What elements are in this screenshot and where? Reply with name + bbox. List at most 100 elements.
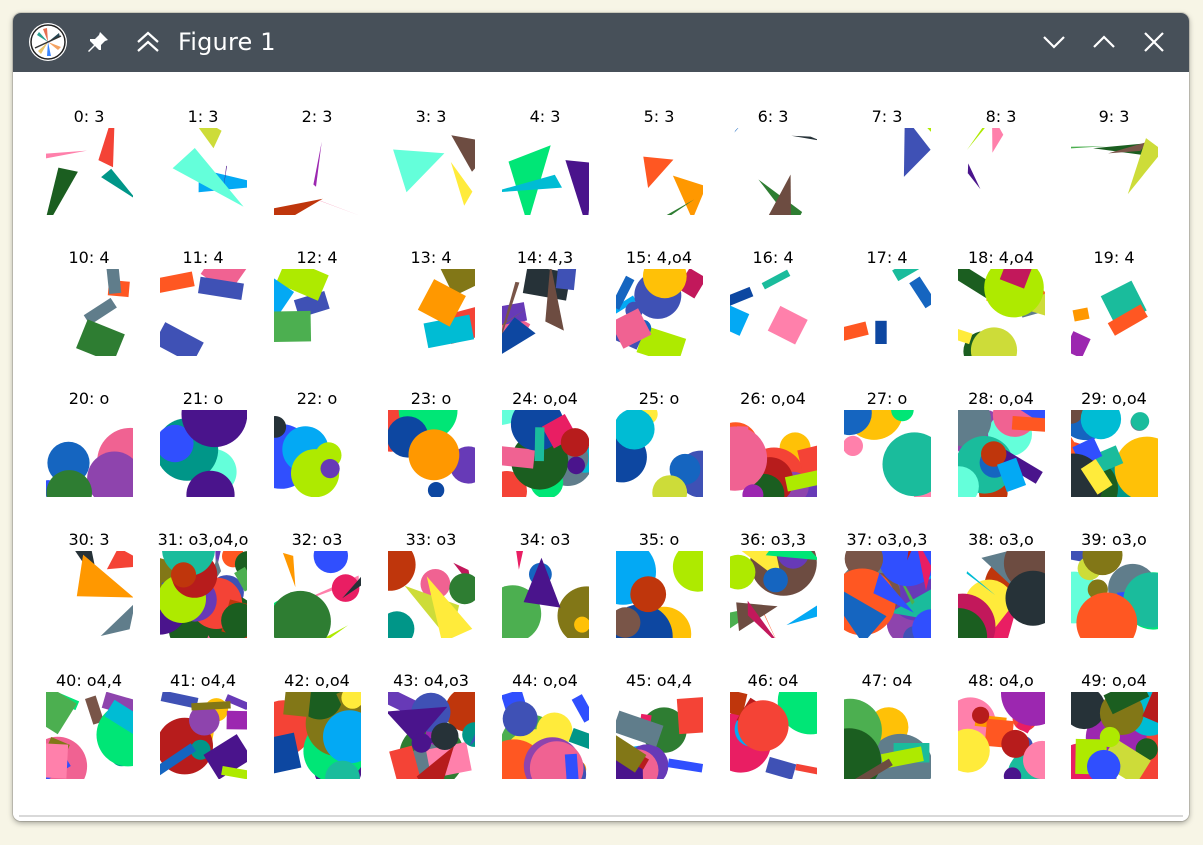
subplot-title: 45: o4,4 bbox=[625, 671, 693, 690]
subplot-title: 23: o bbox=[410, 389, 452, 408]
subplot-image bbox=[388, 269, 475, 356]
keep-above-button[interactable] bbox=[131, 25, 165, 59]
subplot-title: 36: o3,3 bbox=[739, 530, 807, 549]
rectangle-shape bbox=[1011, 416, 1045, 432]
rectangle-shape bbox=[616, 308, 652, 349]
rectangle-shape bbox=[958, 327, 973, 345]
rectangle-shape bbox=[85, 695, 104, 725]
circle-shape bbox=[46, 470, 92, 497]
subplot-image bbox=[46, 410, 133, 497]
triangle-shape bbox=[274, 198, 323, 215]
circle-shape bbox=[431, 722, 459, 750]
subplot: 0: 3 bbox=[34, 107, 144, 232]
triangle-shape bbox=[76, 554, 133, 598]
circle-shape bbox=[1080, 410, 1122, 440]
circle-shape bbox=[981, 441, 1007, 467]
subplot: 30: 3 bbox=[34, 530, 144, 655]
subplot: 11: 4 bbox=[148, 248, 258, 373]
subplot: 12: 4 bbox=[262, 248, 372, 373]
circle-shape bbox=[189, 704, 220, 736]
app-menu-icon[interactable] bbox=[29, 23, 67, 61]
subplot: 18: 4,o4 bbox=[946, 248, 1056, 373]
subplot: 41: o4,4 bbox=[148, 671, 258, 796]
subplot-image bbox=[844, 692, 931, 779]
subplot-title: 47: o4 bbox=[861, 671, 913, 690]
subplot: 34: o3 bbox=[490, 530, 600, 655]
rectangle-shape bbox=[224, 694, 247, 711]
circle-shape bbox=[878, 551, 931, 587]
circle-shape bbox=[958, 728, 990, 773]
subplot-image bbox=[616, 128, 703, 215]
rectangle-shape bbox=[571, 694, 589, 723]
triangle-shape bbox=[313, 141, 322, 187]
circle-shape bbox=[844, 728, 882, 779]
circle-shape bbox=[1071, 410, 1084, 424]
circle-shape bbox=[462, 722, 475, 747]
circle-shape bbox=[1001, 692, 1045, 726]
subplot: 27: o bbox=[832, 389, 942, 514]
close-button[interactable] bbox=[1137, 25, 1171, 59]
rectangle-shape bbox=[797, 444, 817, 476]
rectangle-shape bbox=[104, 699, 133, 740]
pin-button[interactable] bbox=[81, 25, 115, 59]
rectangle-shape bbox=[274, 310, 312, 343]
rectangle-shape bbox=[564, 753, 579, 779]
triangle-shape bbox=[903, 128, 931, 177]
triangle-shape bbox=[889, 589, 931, 620]
circle-shape bbox=[170, 562, 197, 588]
subplot: 16: 4 bbox=[718, 248, 828, 373]
triangle-shape bbox=[918, 551, 931, 591]
subplot: 39: o3,o bbox=[1059, 530, 1169, 655]
circle-shape bbox=[958, 608, 988, 638]
rectangle-shape bbox=[676, 697, 703, 735]
subplot-title: 1: 3 bbox=[187, 107, 219, 126]
circle-shape bbox=[331, 574, 360, 602]
circle-shape bbox=[1099, 726, 1120, 748]
subplot-title: 28: o,o4 bbox=[968, 389, 1034, 408]
rectangle-shape bbox=[1018, 410, 1045, 425]
subplot-image bbox=[46, 692, 133, 779]
circle-shape bbox=[1087, 749, 1121, 779]
subplot: 3: 3 bbox=[376, 107, 486, 232]
circle-shape bbox=[87, 451, 133, 497]
rectangle-shape bbox=[730, 303, 750, 336]
rectangle-shape bbox=[616, 731, 647, 773]
subplot-title: 11: 4 bbox=[182, 248, 224, 267]
triangle-shape bbox=[282, 552, 296, 588]
subplot-title: 20: o bbox=[68, 389, 110, 408]
rectangle-shape bbox=[276, 269, 329, 301]
triangle-shape bbox=[873, 572, 914, 613]
rectangle-shape bbox=[200, 269, 247, 294]
circle-shape bbox=[388, 551, 416, 591]
triangle-shape bbox=[502, 317, 536, 354]
rectangle-shape bbox=[730, 692, 748, 717]
rectangle-shape bbox=[730, 286, 754, 311]
triangle-shape bbox=[508, 145, 551, 215]
rectangle-shape bbox=[438, 269, 475, 297]
subplot-image bbox=[160, 692, 247, 779]
triangle-shape bbox=[666, 199, 695, 215]
subplot-image bbox=[958, 410, 1045, 497]
circle-shape bbox=[1023, 740, 1045, 779]
subplot-title: 49: o,o4 bbox=[1081, 671, 1147, 690]
circle-shape bbox=[574, 616, 589, 633]
subplot: 44: o,o4 bbox=[490, 671, 600, 796]
triangle-shape bbox=[967, 163, 981, 190]
rectangle-shape bbox=[83, 297, 117, 325]
circle-shape bbox=[882, 432, 931, 497]
triangle-shape bbox=[502, 281, 520, 336]
subplot-image bbox=[1071, 410, 1158, 497]
triangle-shape bbox=[565, 160, 589, 215]
subplot: 25: o bbox=[604, 389, 714, 514]
subplot: 33: o3 bbox=[376, 530, 486, 655]
title-bar[interactable]: Figure 1 bbox=[13, 13, 1189, 72]
minimize-button[interactable] bbox=[1037, 25, 1071, 59]
rectangle-shape bbox=[568, 727, 589, 753]
subplot-title: 39: o3,o bbox=[1081, 530, 1147, 549]
subplot-image bbox=[730, 410, 817, 497]
maximize-button[interactable] bbox=[1087, 25, 1121, 59]
rectangle-shape bbox=[784, 467, 817, 492]
circle-shape bbox=[1005, 570, 1045, 626]
rectangle-shape bbox=[160, 271, 195, 294]
subplot: 49: o,o4 bbox=[1059, 671, 1169, 796]
